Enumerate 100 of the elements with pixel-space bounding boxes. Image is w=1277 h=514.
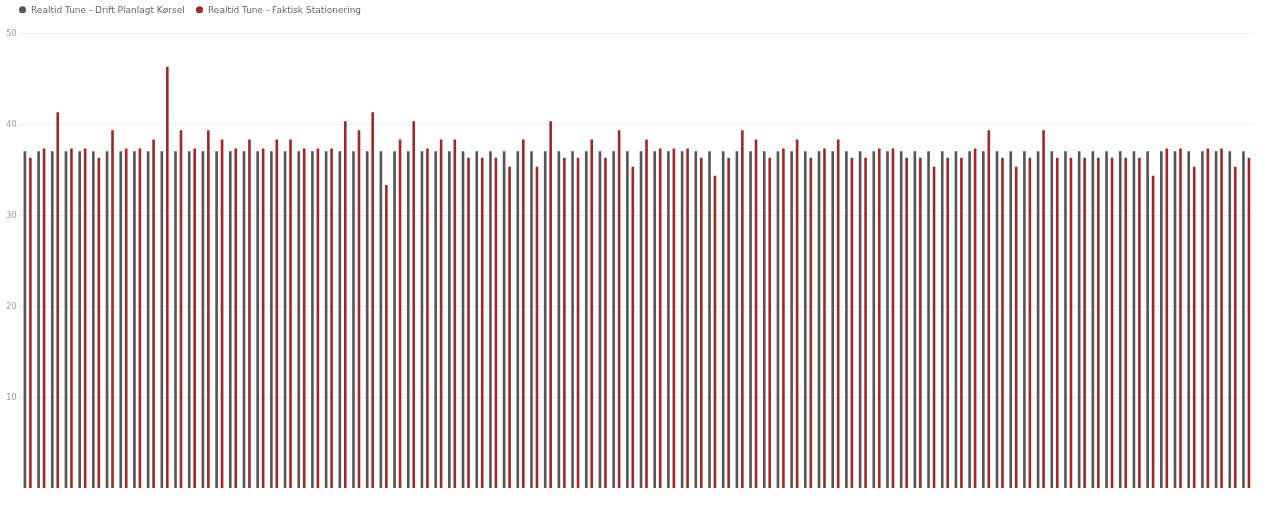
bar: [152, 139, 155, 488]
bar: [215, 151, 218, 488]
bar: [119, 151, 123, 488]
bar: [836, 139, 840, 488]
bar: [426, 148, 429, 488]
bar: [686, 148, 689, 488]
bar: [1228, 151, 1232, 488]
bar: [982, 151, 985, 488]
bar: [338, 151, 342, 488]
bar: [1165, 148, 1169, 488]
bar: [508, 166, 511, 488]
bar: [877, 148, 881, 488]
bar: [256, 151, 259, 488]
bar: [584, 151, 588, 488]
bar: [330, 148, 333, 488]
bar: [248, 139, 251, 488]
bar: [741, 130, 744, 488]
legend-label: Realtid Tune - Drift Planlagt Kørsel: [31, 4, 185, 15]
bar: [864, 157, 867, 488]
bar: [790, 151, 793, 488]
bar: [37, 151, 40, 488]
bar: [727, 157, 730, 488]
bar: [270, 151, 273, 488]
bar: [207, 130, 210, 488]
y-tick-label: 10: [6, 392, 17, 402]
bar: [343, 121, 347, 488]
bar: [489, 151, 492, 488]
bar: [946, 157, 950, 488]
bar: [1097, 157, 1100, 488]
bar: [905, 157, 908, 488]
bar: [393, 151, 396, 488]
bar: [809, 157, 813, 488]
bar: [412, 121, 416, 488]
bar: [480, 157, 484, 488]
bar: [1118, 151, 1122, 488]
bar: [352, 151, 355, 488]
bar: [521, 139, 525, 488]
bar: [749, 151, 752, 488]
bar: [667, 151, 670, 488]
bar: [1160, 151, 1163, 488]
bar: [111, 130, 114, 488]
bar: [919, 157, 922, 488]
bar: [823, 148, 826, 488]
bar: [70, 148, 73, 488]
bar: [658, 148, 662, 488]
bar: [604, 157, 607, 488]
bar: [1187, 151, 1191, 488]
bar: [165, 66, 169, 488]
bar: [549, 121, 552, 488]
bar: [311, 151, 314, 488]
bar: [187, 151, 191, 488]
bar: [987, 130, 991, 488]
bar: [1138, 157, 1141, 488]
bar: [297, 151, 301, 488]
bar: [872, 151, 876, 488]
bar: [228, 151, 232, 488]
bar: [1146, 151, 1149, 488]
bar: [845, 151, 848, 488]
bar: [645, 139, 648, 488]
bar: [530, 151, 533, 488]
bar: [831, 151, 835, 488]
bar: [543, 151, 547, 488]
bar: [694, 151, 698, 488]
bar: [1055, 157, 1059, 488]
bar: [1014, 166, 1018, 488]
bar: [475, 151, 479, 488]
bar: [782, 148, 785, 488]
bar: [1220, 148, 1223, 488]
bar: [940, 151, 944, 488]
bar: [1105, 151, 1108, 488]
bar: [1001, 157, 1004, 488]
bar: [886, 151, 889, 488]
bar: [174, 151, 177, 488]
bar: [1064, 151, 1067, 488]
bar: [590, 139, 594, 488]
bar: [302, 148, 306, 488]
bar: [92, 151, 95, 488]
bar: [385, 184, 388, 488]
bar: [768, 157, 772, 488]
bar: [1083, 157, 1086, 488]
bar: [78, 151, 81, 488]
bar: [56, 112, 60, 488]
bar: [708, 151, 711, 488]
bar: [193, 148, 196, 488]
bar: [1179, 148, 1182, 488]
bar: [50, 151, 54, 488]
bar: [653, 151, 657, 488]
bar: [1042, 130, 1045, 488]
bar: [626, 151, 629, 488]
bar: [434, 151, 437, 488]
bar: [1201, 151, 1204, 488]
bar: [960, 157, 963, 488]
bar: [289, 139, 292, 488]
bar: [927, 151, 930, 488]
bar: [124, 148, 128, 488]
bar: [467, 157, 470, 488]
legend-label: Realtid Tune - Faktisk Stationering: [208, 4, 362, 15]
y-tick-label: 40: [6, 119, 17, 129]
y-tick-label: 20: [6, 301, 17, 311]
bar: [1124, 157, 1128, 488]
